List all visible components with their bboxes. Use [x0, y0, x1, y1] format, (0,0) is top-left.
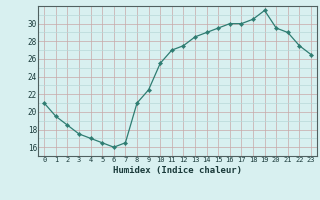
X-axis label: Humidex (Indice chaleur): Humidex (Indice chaleur)	[113, 166, 242, 175]
